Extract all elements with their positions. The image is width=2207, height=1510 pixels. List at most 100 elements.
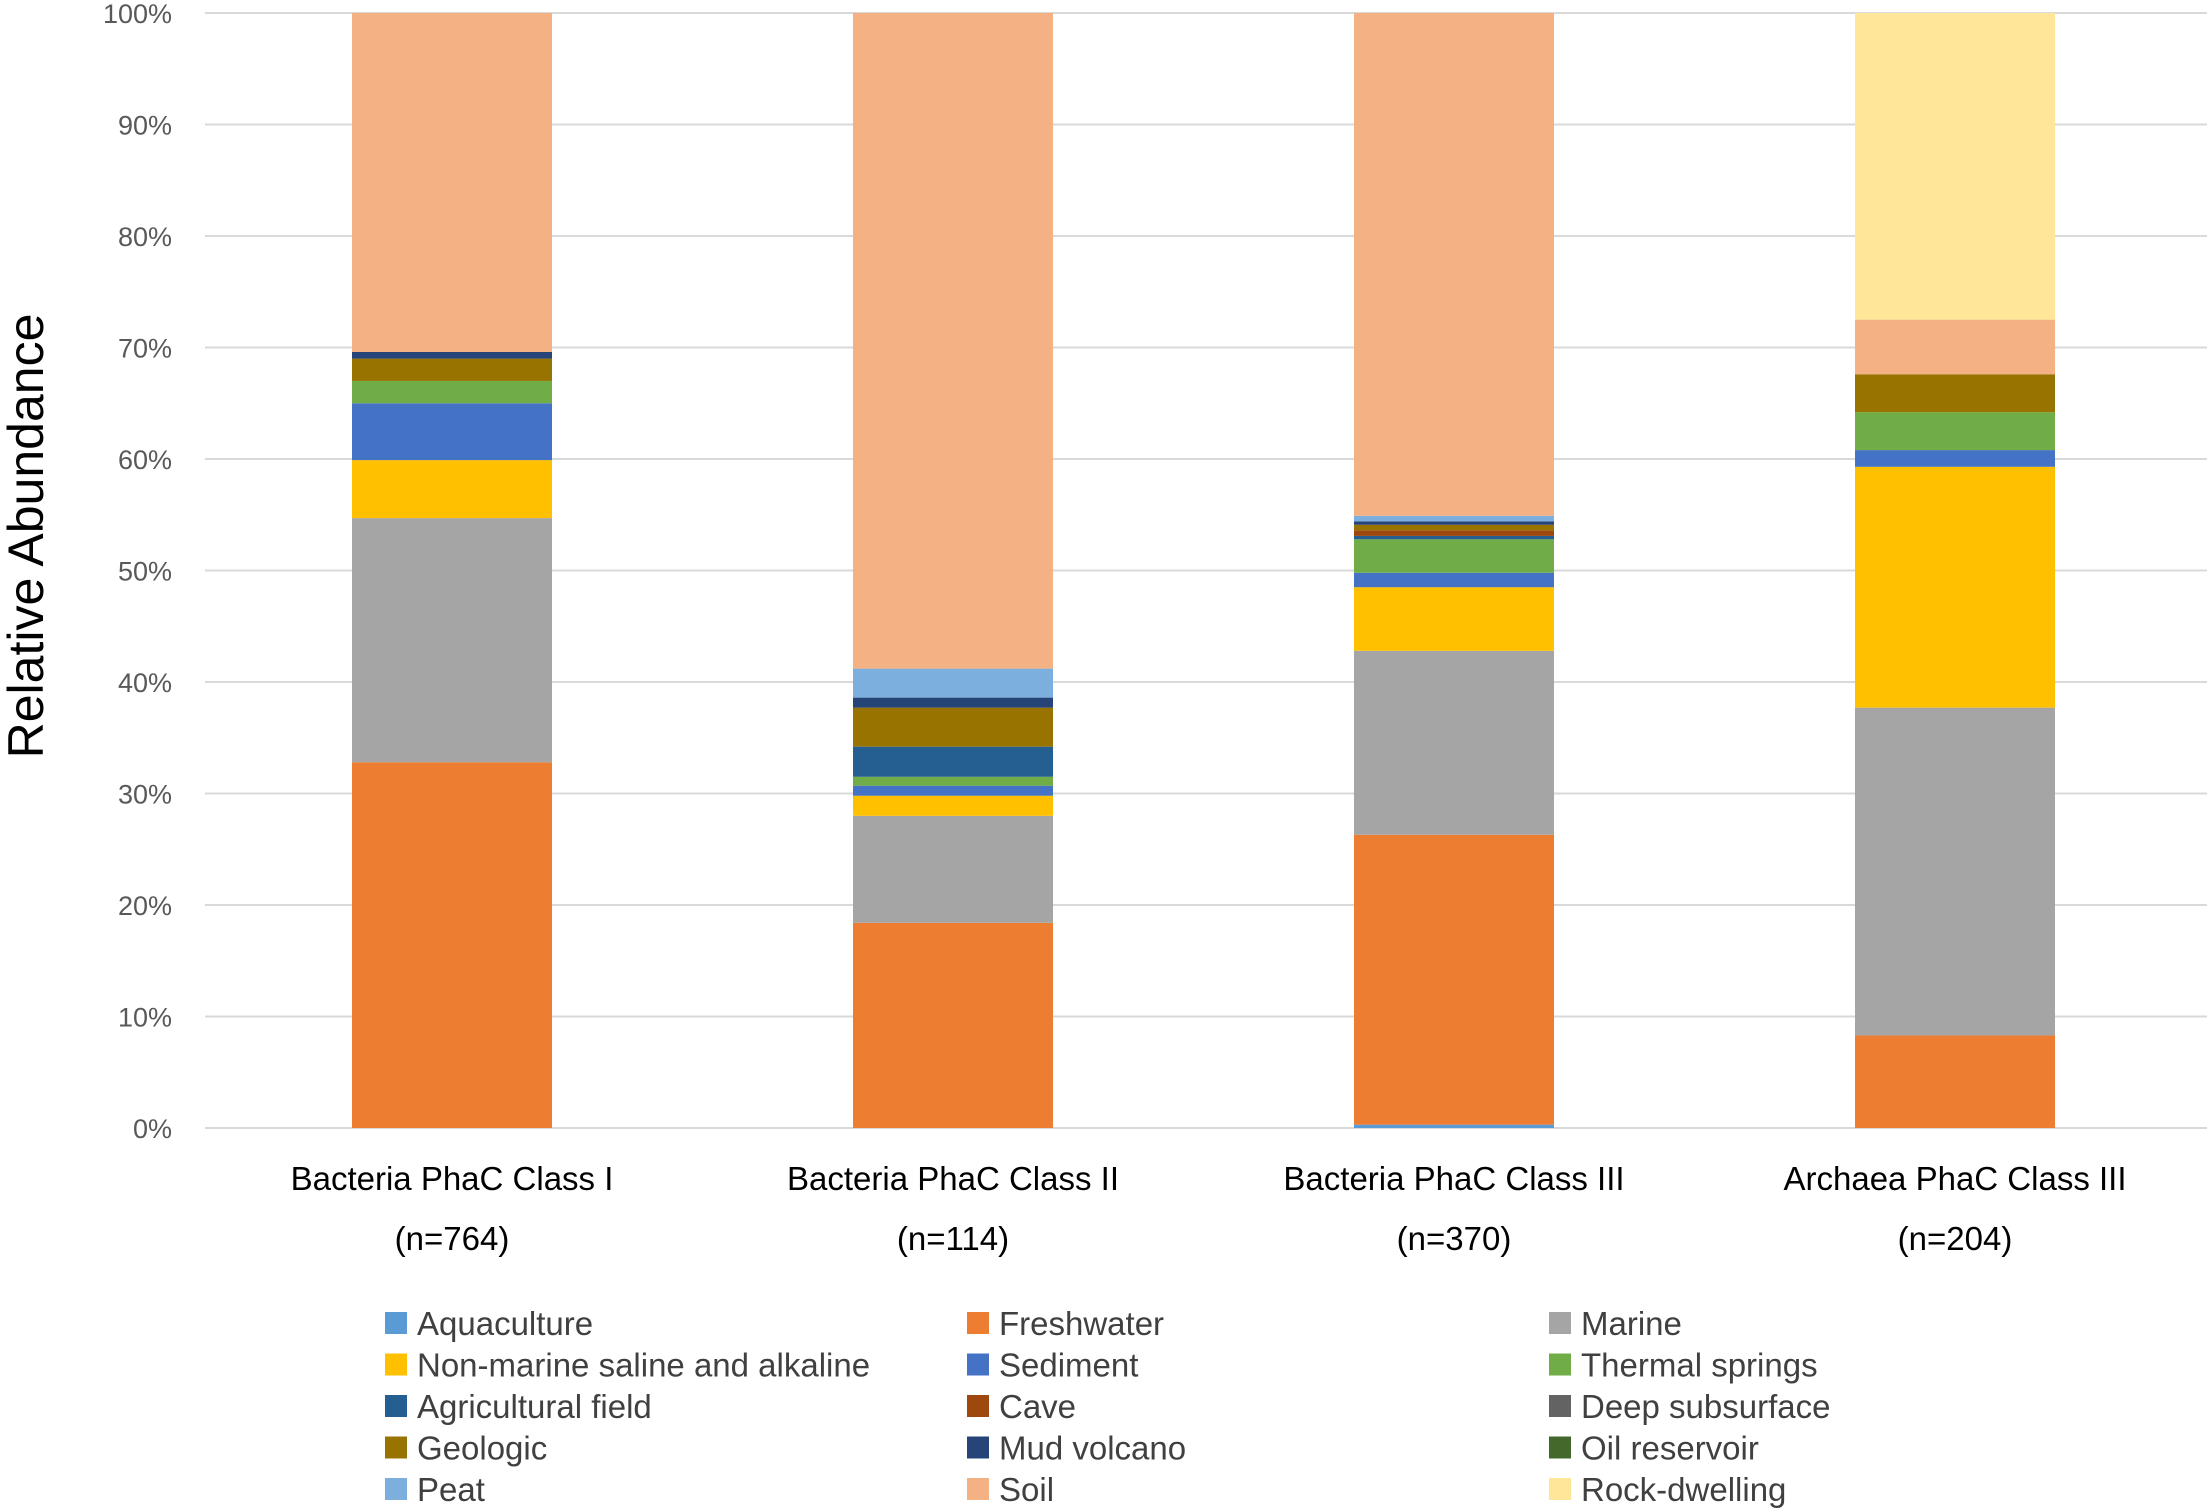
legend-label: Soil <box>999 1471 1054 1508</box>
bar-segment <box>1354 587 1554 651</box>
bar-segment <box>1855 466 2055 708</box>
legend-item: Geologic <box>385 1430 547 1467</box>
bar-segment <box>1354 834 1554 1125</box>
legend-item: Aquaculture <box>385 1305 593 1342</box>
legend-swatch <box>1549 1395 1571 1417</box>
bar-segment <box>1855 412 2055 451</box>
legend-label: Deep subsurface <box>1581 1388 1830 1425</box>
bar-segment <box>1354 535 1554 540</box>
bar-segment <box>1855 374 2055 413</box>
category-count-label: (n=204) <box>1898 1220 2013 1257</box>
y-axis-title: Relative Abundance <box>0 314 54 759</box>
legend-swatch <box>967 1312 989 1334</box>
bars <box>352 13 2055 1128</box>
y-tick-label: 30% <box>118 780 172 810</box>
bar-segment <box>352 13 552 352</box>
legend-label: Rock-dwelling <box>1581 1471 1786 1508</box>
legend-swatch <box>967 1478 989 1500</box>
y-tick-label: 70% <box>118 334 172 364</box>
legend-swatch <box>967 1353 989 1376</box>
bar-stack <box>352 13 552 1128</box>
bar-segment <box>352 403 552 461</box>
legend-swatch <box>967 1395 989 1417</box>
y-tick-label: 10% <box>118 1003 172 1033</box>
y-tick-label: 50% <box>118 557 172 587</box>
bar-segment <box>1354 13 1554 516</box>
legend-item: Freshwater <box>967 1305 1164 1342</box>
legend-label: Thermal springs <box>1581 1347 1818 1384</box>
bar-stack <box>1855 13 2055 1128</box>
x-tick-label: Bacteria PhaC Class I <box>291 1160 614 1197</box>
bar-segment <box>1855 450 2055 467</box>
legend-swatch <box>1549 1436 1571 1459</box>
y-axis-ticks: 0% 10% 20% 30% 40% 50% 60% 70% 80% 90% 100% <box>103 0 172 1144</box>
bar-segment <box>1354 1124 1554 1128</box>
bar-segment <box>352 518 552 763</box>
legend-swatch <box>1549 1478 1571 1500</box>
legend-label: Cave <box>999 1388 1076 1425</box>
bar-segment <box>1354 530 1554 536</box>
bar-segment <box>1855 1035 2055 1128</box>
legend-label: Non-marine saline and alkaline <box>417 1347 870 1384</box>
legend-item: Oil reservoir <box>1549 1430 1759 1467</box>
legend-item: Thermal springs <box>1549 1347 1818 1384</box>
y-tick-label: 0% <box>133 1114 172 1144</box>
y-tick-label: 40% <box>118 668 172 698</box>
x-axis-labels: Bacteria PhaC Class I (n=764) Bacteria Pha… <box>291 1160 2127 1257</box>
legend-label: Marine <box>1581 1305 1682 1342</box>
x-tick-label: Bacteria PhaC Class II <box>787 1160 1119 1197</box>
x-tick-label: Archaea PhaC Class III <box>1784 1160 2127 1197</box>
bar-segment <box>1354 521 1554 525</box>
bar-segment <box>1354 539 1554 573</box>
category-count-label: (n=114) <box>897 1220 1009 1257</box>
bar-segment <box>352 358 552 381</box>
bar-segment <box>352 380 552 404</box>
bar-stack <box>853 13 1053 1128</box>
legend-swatch <box>385 1478 407 1500</box>
bar-segment <box>1354 572 1554 588</box>
legend-item: Peat <box>385 1471 485 1508</box>
bar-segment <box>1855 707 2055 1036</box>
bar-stack <box>1354 13 1554 1128</box>
legend-label: Geologic <box>417 1430 547 1467</box>
bar-segment <box>352 351 552 359</box>
legend-item: Agricultural field <box>385 1388 652 1425</box>
bar-segment <box>1354 515 1554 522</box>
bar-segment <box>853 815 1053 923</box>
legend-swatch <box>967 1436 989 1459</box>
legend: Aquaculture Freshwater Marine Non-marine sa… <box>385 1305 1830 1508</box>
bar-segment <box>1855 13 2055 320</box>
legend-label: Freshwater <box>999 1305 1164 1342</box>
bar-segment <box>853 776 1053 786</box>
y-tick-label: 20% <box>118 891 172 921</box>
legend-label: Agricultural field <box>417 1388 652 1425</box>
bar-segment <box>853 13 1053 669</box>
legend-item: Marine <box>1549 1305 1682 1342</box>
legend-swatch <box>385 1353 407 1376</box>
legend-item: Sediment <box>967 1347 1138 1384</box>
legend-label: Sediment <box>999 1347 1138 1384</box>
legend-swatch <box>385 1436 407 1459</box>
bar-segment <box>853 746 1053 777</box>
legend-item: Deep subsurface <box>1549 1388 1830 1425</box>
legend-item: Cave <box>967 1388 1076 1425</box>
bar-segment <box>853 922 1053 1128</box>
legend-swatch <box>385 1312 407 1334</box>
y-tick-label: 60% <box>118 445 172 475</box>
legend-swatch <box>1549 1353 1571 1376</box>
bar-segment <box>853 697 1053 708</box>
legend-swatch <box>385 1395 407 1417</box>
bar-segment <box>1354 524 1554 531</box>
category-count-label: (n=764) <box>395 1220 510 1257</box>
legend-item: Non-marine saline and alkaline <box>385 1347 870 1384</box>
y-tick-label: 100% <box>103 0 172 29</box>
bar-segment <box>1855 319 2055 375</box>
bar-segment <box>352 460 552 519</box>
legend-label: Mud volcano <box>999 1430 1186 1467</box>
legend-label: Aquaculture <box>417 1305 593 1342</box>
legend-item: Mud volcano <box>967 1430 1186 1467</box>
legend-swatch <box>1549 1312 1571 1334</box>
bar-segment <box>853 668 1053 698</box>
bar-segment <box>853 785 1053 796</box>
